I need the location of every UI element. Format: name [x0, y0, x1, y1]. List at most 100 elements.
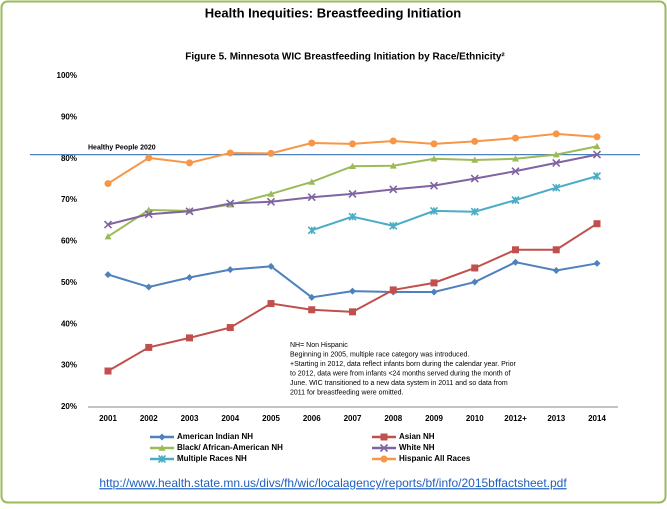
marker — [471, 264, 479, 272]
x-tick-label: 2002 — [140, 414, 158, 423]
marker — [429, 181, 439, 190]
marker — [186, 334, 193, 342]
legend-marker — [158, 444, 166, 451]
marker — [470, 207, 479, 216]
marker — [103, 220, 113, 229]
x-tick-label: 2007 — [344, 414, 362, 423]
marker — [349, 287, 356, 295]
x-tick-label: 2004 — [221, 414, 239, 423]
y-tick-label: 40% — [61, 319, 77, 328]
legend-label: Asian NH — [399, 432, 435, 441]
marker — [349, 308, 356, 316]
legend-marker — [158, 433, 166, 441]
legend-label: White NH — [399, 443, 435, 452]
marker — [430, 155, 438, 162]
marker — [226, 266, 234, 274]
marker — [389, 137, 397, 145]
annotation: +Starting in 2012, data reflect infants … — [290, 361, 517, 368]
marker — [512, 134, 519, 142]
legend-label: Hispanic All Races — [399, 454, 471, 463]
marker — [389, 286, 397, 294]
marker — [267, 300, 275, 308]
marker — [104, 233, 112, 240]
marker — [592, 172, 602, 181]
marker — [308, 293, 316, 301]
marker — [145, 343, 153, 351]
series-line — [311, 175, 598, 232]
y-tick-label: 100% — [57, 71, 77, 80]
marker — [349, 162, 356, 169]
marker — [430, 140, 438, 148]
marker — [593, 133, 601, 141]
marker — [552, 151, 560, 158]
legend-label: Black/ African-American NH — [177, 443, 283, 452]
marker — [186, 159, 193, 167]
y-tick-label: 90% — [61, 112, 77, 121]
marker — [430, 288, 438, 296]
marker — [267, 190, 275, 197]
marker — [104, 180, 112, 188]
x-tick-label: 2013 — [547, 414, 565, 423]
slide-title: Health Inequities: Breastfeeding Initiat… — [205, 5, 461, 20]
marker — [430, 279, 438, 287]
plot: 20% 30% 40% 50% 60% 70% 80% 90% 100% 2001 2002 2003… — [30, 71, 640, 463]
marker — [512, 258, 519, 266]
x-tick-label: 2009 — [425, 414, 443, 423]
marker — [471, 156, 479, 163]
reference-label: Healthy People 2020 — [88, 144, 156, 151]
marker — [389, 185, 398, 194]
annotation: June. WIC transitioned to a new data sys… — [290, 380, 508, 387]
x-tick-label: 2001 — [99, 414, 117, 423]
marker — [512, 246, 519, 254]
marker — [145, 206, 153, 213]
marker — [512, 155, 519, 162]
marker — [348, 212, 357, 221]
marker — [389, 162, 397, 169]
marker — [186, 273, 193, 281]
marker — [511, 196, 520, 205]
marker — [144, 210, 153, 219]
marker — [307, 193, 316, 202]
source-link[interactable]: http://www.health.state.mn.us/divs/fh/wi… — [99, 476, 567, 490]
marker — [145, 283, 153, 291]
x-tick-label: 2014 — [588, 414, 606, 423]
marker — [308, 306, 316, 314]
marker — [308, 139, 316, 147]
legend-label: American Indian NH — [177, 432, 253, 441]
marker — [511, 167, 520, 176]
y-tick-label: 30% — [61, 361, 77, 370]
marker — [471, 278, 479, 286]
marker — [592, 150, 602, 159]
marker — [267, 149, 275, 157]
y-tick-label: 50% — [61, 278, 77, 287]
marker — [552, 130, 560, 138]
marker — [552, 266, 560, 274]
marker — [104, 271, 112, 279]
marker — [226, 149, 234, 157]
x-tick-label: 2006 — [303, 414, 321, 423]
marker — [593, 220, 601, 228]
source-url[interactable]: http://www.health.state.mn.us/divs/fh/wi… — [99, 476, 567, 490]
legend-marker — [157, 454, 167, 464]
marker — [185, 207, 194, 216]
marker — [593, 142, 601, 150]
chart-title: Figure 5. Minnesota WIC Breastfeeding In… — [185, 52, 505, 63]
marker — [308, 178, 316, 185]
marker — [226, 199, 235, 208]
y-tick-label: 20% — [61, 402, 77, 411]
y-tick-label: 80% — [61, 154, 77, 163]
x-tick-label: 2008 — [384, 414, 402, 423]
marker — [266, 197, 276, 206]
legend-marker — [379, 443, 389, 453]
marker — [307, 226, 316, 235]
marker — [348, 189, 357, 198]
marker — [552, 183, 561, 192]
marker — [552, 246, 560, 254]
x-tick-label: 2010 — [466, 414, 484, 423]
x-tick-label: 2012+ — [504, 414, 527, 423]
marker — [552, 158, 561, 167]
legend-marker — [380, 455, 388, 463]
